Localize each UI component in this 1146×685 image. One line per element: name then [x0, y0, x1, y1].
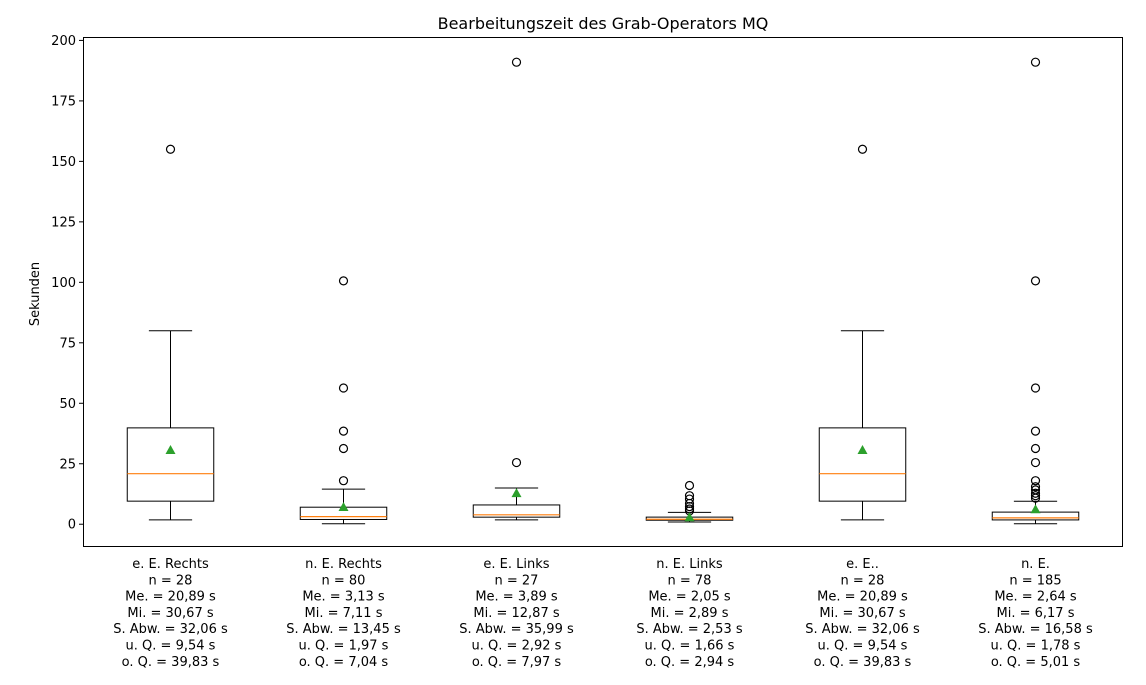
outlier-point	[684, 491, 695, 501]
outlier-point	[1030, 491, 1041, 501]
outlier-point	[511, 57, 522, 67]
y-tick-label: 25	[59, 457, 76, 472]
box-group	[126, 144, 215, 521]
category-label-line: n = 27	[495, 573, 539, 588]
category-label-line: n. E. Rechts	[305, 557, 382, 572]
category-label-line: Me. = 2,64 s	[994, 590, 1077, 605]
category-label-line: Mi. = 6,17 s	[997, 606, 1075, 621]
y-tick-label: 0	[68, 518, 76, 533]
category-label-line: Me. = 3,13 s	[302, 590, 385, 605]
category-label-line: u. Q. = 1,66 s	[645, 639, 735, 654]
outlier-point	[338, 443, 349, 454]
mean-marker	[1030, 504, 1041, 514]
category-label-line: Me. = 3,89 s	[475, 590, 558, 605]
outlier-point	[1030, 443, 1041, 454]
outlier-point	[1030, 482, 1041, 492]
category-label-line: Me. = 20,89 s	[125, 590, 216, 605]
box-iqr	[818, 427, 907, 502]
mean-marker	[338, 502, 349, 512]
mean-marker	[684, 512, 695, 522]
category-label-line: n = 185	[1009, 573, 1061, 588]
box-iqr	[126, 427, 215, 502]
outlier-point	[857, 144, 868, 154]
category-label-line: Mi. = 12,87 s	[473, 606, 559, 621]
box-iqr	[472, 504, 561, 518]
outlier-point	[338, 426, 349, 436]
category-label-line: u. Q. = 1,78 s	[991, 639, 1081, 654]
box-group	[645, 480, 734, 523]
category-label-line: Mi. = 2,89 s	[651, 606, 729, 621]
category-label-line: o. Q. = 7,97 s	[472, 655, 562, 670]
box-group	[472, 57, 561, 521]
outlier-point	[1030, 276, 1041, 286]
y-tick-label: 50	[59, 397, 76, 412]
outlier-point	[1030, 426, 1041, 436]
category-label-line: e. E. Rechts	[132, 557, 209, 572]
y-axis-label: Sekunden	[28, 262, 43, 326]
category-label-line: o. Q. = 7,04 s	[299, 655, 389, 670]
plot-frame	[83, 37, 1123, 547]
category-label-line: Me. = 20,89 s	[817, 590, 908, 605]
category-label-line: Me. = 2,05 s	[648, 590, 731, 605]
outlier-point	[684, 494, 695, 504]
y-tick-label: 100	[51, 276, 76, 291]
category-label-line: u. Q. = 9,54 s	[126, 639, 216, 654]
category-label-line: o. Q. = 39,83 s	[122, 655, 220, 670]
outlier-point	[165, 144, 176, 154]
category-label-line: S. Abw. = 32,06 s	[805, 622, 920, 637]
category-label-line: n = 80	[322, 573, 366, 588]
category-label-line: S. Abw. = 16,58 s	[978, 622, 1093, 637]
outlier-point	[684, 480, 695, 491]
category-label-line: o. Q. = 5,01 s	[991, 655, 1081, 670]
y-tick-label: 75	[59, 336, 76, 351]
outlier-point	[338, 476, 349, 486]
outlier-point	[511, 457, 522, 468]
category-label-line: Mi. = 30,67 s	[127, 606, 213, 621]
category-label-line: Mi. = 7,11 s	[305, 606, 383, 621]
category-label-line: u. Q. = 1,97 s	[299, 639, 389, 654]
category-label-line: u. Q. = 2,92 s	[472, 639, 562, 654]
category-label-line: o. Q. = 2,94 s	[645, 655, 735, 670]
mean-marker	[511, 488, 522, 498]
y-tick-label: 175	[51, 94, 76, 109]
outlier-point	[1030, 57, 1041, 67]
chart-title: Bearbeitungszeit des Grab-Operators MQ	[438, 14, 769, 33]
outlier-point	[1030, 485, 1041, 495]
category-label-line: n. E. Links	[656, 557, 723, 572]
outlier-point	[1030, 457, 1041, 468]
category-label-line: n. E.	[1021, 557, 1050, 572]
category-label-line: o. Q. = 39,83 s	[814, 655, 912, 670]
category-label-line: S. Abw. = 2,53 s	[636, 622, 742, 637]
y-tick-label: 200	[51, 34, 76, 49]
mean-marker	[165, 445, 176, 455]
outlier-point	[1030, 383, 1041, 393]
mean-marker	[857, 445, 868, 455]
category-label-line: e. E..	[846, 557, 879, 572]
box-group	[991, 57, 1080, 525]
box-group	[299, 276, 388, 525]
outlier-point	[1030, 476, 1041, 486]
box-group	[818, 144, 907, 521]
category-label-line: S. Abw. = 32,06 s	[113, 622, 228, 637]
category-label-line: e. E. Links	[483, 557, 549, 572]
category-label-line: n = 28	[841, 573, 885, 588]
outlier-point	[338, 383, 349, 393]
category-label-line: S. Abw. = 35,99 s	[459, 622, 574, 637]
y-tick-label: 150	[51, 155, 76, 170]
category-label-line: n = 28	[149, 573, 193, 588]
plot-area	[126, 57, 1080, 525]
category-label-line: Mi. = 30,67 s	[819, 606, 905, 621]
outlier-point	[338, 276, 349, 286]
category-label-line: n = 78	[668, 573, 712, 588]
category-label-line: u. Q. = 9,54 s	[818, 639, 908, 654]
outlier-point	[1030, 488, 1041, 498]
category-label-line: S. Abw. = 13,45 s	[286, 622, 401, 637]
y-tick-label: 125	[51, 215, 76, 230]
